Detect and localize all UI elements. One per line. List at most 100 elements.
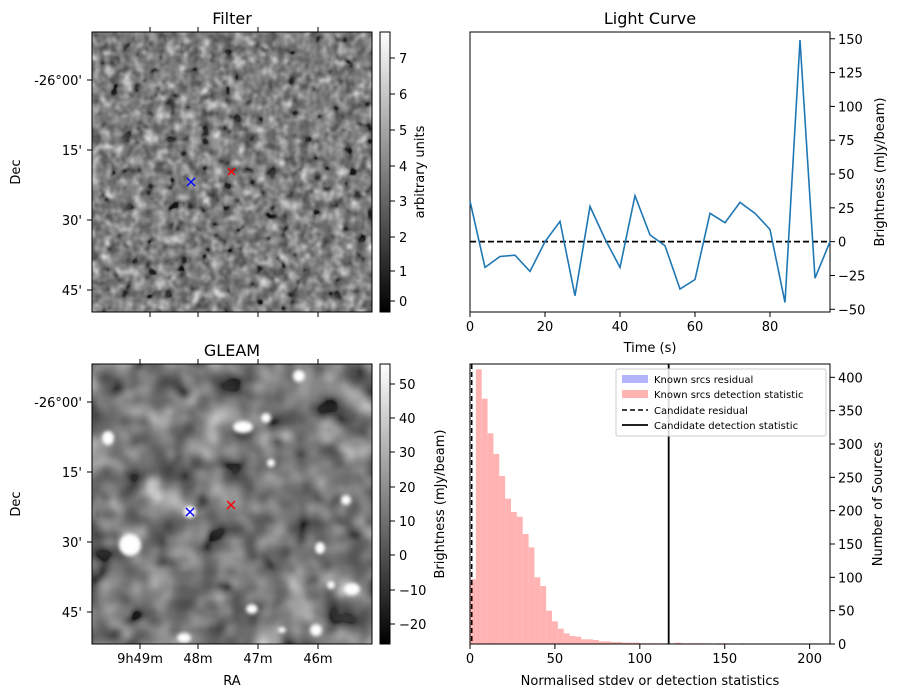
- histogram-bar: [593, 640, 599, 644]
- lightcurve-ytick: 125: [838, 67, 863, 82]
- filter-ytick: -26°00': [34, 74, 82, 89]
- legend-label: Known srcs residual: [654, 375, 753, 386]
- filter-ylabel: Dec: [9, 159, 24, 184]
- lightcurve-ytick: 25: [838, 202, 855, 217]
- gleam-xlabel: RA: [223, 674, 241, 689]
- histogram-ytick: 100: [838, 571, 863, 586]
- filter-cb-tick: 3: [399, 195, 407, 210]
- lightcurve-panel: Light Curve 0 20 40 60 80 −50 −25 0 25 50 75 100 12…: [466, 9, 888, 356]
- histogram-bar: [604, 641, 611, 644]
- lightcurve-ylabel: Brightness (mJy/beam): [873, 98, 888, 247]
- histogram-ytick: 200: [838, 505, 863, 520]
- histogram-ytick: 150: [838, 538, 863, 553]
- histogram-ytick: 400: [838, 371, 863, 386]
- lightcurve-xlabel: Time (s): [623, 341, 677, 356]
- filter-cb-label: arbitrary units: [413, 125, 428, 218]
- lightcurve-xtick: 60: [687, 320, 704, 335]
- gleam-cb-tick: −10: [399, 584, 426, 599]
- lightcurve-frame: [469, 31, 831, 313]
- lightcurve-ytick: 50: [838, 168, 855, 183]
- legend-label: Known srcs detection statistic: [654, 390, 803, 401]
- histogram-bar: [622, 642, 629, 644]
- gleam-cb-tick: 30: [399, 446, 416, 461]
- histogram-bar: [475, 369, 482, 644]
- lightcurve-title: Light Curve: [604, 9, 696, 28]
- gleam-marker-red: [226, 500, 236, 510]
- gleam-cb-tick: 40: [399, 412, 416, 427]
- histogram-bar: [516, 516, 523, 644]
- filter-cb-tick: 4: [399, 160, 407, 175]
- gleam-panel: GLEAM: [9, 341, 426, 689]
- histogram-bar: [499, 476, 506, 644]
- histogram-bar: [628, 642, 635, 644]
- filter-top-ticks: [149, 27, 319, 317]
- gleam-xaxis: 9h49m 48m 47m 46m: [117, 359, 333, 667]
- lightcurve-xtick: 40: [612, 320, 629, 335]
- histogram-bar: [493, 454, 500, 644]
- histogram-bar: [616, 642, 623, 644]
- histogram-bar: [522, 534, 529, 644]
- lightcurve-ytick: −50: [838, 303, 865, 318]
- filter-panel: Filter -26°00' 15' 30' 45' Dec: [9, 9, 428, 317]
- histogram-yaxis: 0 50 100 150 200 250 300 350 400: [830, 371, 863, 653]
- histogram-bar: [470, 579, 476, 644]
- filter-cb-tick: 6: [399, 88, 407, 103]
- histogram-bar: [675, 642, 681, 644]
- gleam-ytick: -26°00': [34, 396, 82, 411]
- histogram-bar: [546, 610, 553, 644]
- histogram-bar: [505, 498, 512, 644]
- histogram-bar: [575, 636, 582, 644]
- gleam-colorbar: −20 −10 0 10 20 30 40 50: [379, 363, 426, 645]
- gleam-cb-tick: −20: [399, 618, 426, 633]
- histogram-bar: [587, 639, 594, 644]
- gleam-ytick: 15': [62, 466, 82, 481]
- gleam-xtick: 48m: [183, 652, 212, 667]
- legend-label: Candidate detection statistic: [654, 421, 798, 432]
- filter-ytick: 15': [62, 144, 82, 159]
- gleam-sources: [102, 370, 360, 643]
- histogram-bar: [569, 636, 576, 644]
- filter-cb-tick: 7: [399, 52, 407, 67]
- gleam-yaxis: -26°00' 15' 30' 45': [34, 396, 92, 621]
- lightcurve-xaxis: 0 20 40 60 80: [466, 312, 778, 335]
- histogram-panel: 0 50 100 150 200 0 50 100 150 200 250 300 350 400 No…: [433, 363, 886, 689]
- histogram-bar: [528, 547, 535, 644]
- histogram-bar: [534, 577, 541, 644]
- lightcurve-ytick: 100: [838, 100, 863, 115]
- filter-cb-tick: 2: [399, 231, 407, 246]
- filter-ytick: 45': [62, 284, 82, 299]
- legend-swatch: [622, 375, 648, 383]
- filter-cb-tick: 5: [399, 124, 407, 139]
- filter-colorbar: 0 1 2 3 4 5 6 7 arbitrary units: [379, 31, 428, 313]
- lightcurve-series: [469, 40, 831, 303]
- lightcurve-yaxis: −50 −25 0 25 50 75 100 125 150: [830, 33, 865, 318]
- gleam-ytick: 45': [62, 606, 82, 621]
- histogram-bar: [563, 633, 570, 644]
- histogram-xtick: 0: [466, 652, 474, 667]
- gleam-marker-blue: [185, 507, 195, 517]
- filter-frame: [91, 31, 373, 313]
- filter-title: Filter: [212, 9, 252, 28]
- gleam-cb-tick: 0: [399, 549, 407, 564]
- histogram-xlabel: Normalised stdev or detection statistics: [521, 674, 780, 689]
- histogram-ytick: 300: [838, 438, 863, 453]
- histogram-xtick: 150: [712, 652, 737, 667]
- histogram-ylabel: Number of Sources: [871, 442, 886, 567]
- lightcurve-ytick: 150: [838, 33, 863, 48]
- gleam-cb-tick: 50: [399, 378, 416, 393]
- histogram-bar: [610, 642, 617, 644]
- legend-label: Candidate residual: [654, 406, 748, 417]
- lightcurve-ytick: −25: [838, 269, 865, 284]
- gleam-cb-tick: 20: [399, 481, 416, 496]
- lightcurve-xtick: 80: [762, 320, 779, 335]
- lightcurve-xtick: 0: [466, 320, 474, 335]
- legend-swatch: [622, 390, 648, 398]
- lightcurve-ytick: 75: [838, 134, 855, 149]
- histogram-xtick: 100: [627, 652, 652, 667]
- gleam-frame: [91, 363, 373, 645]
- filter-ytick: 30': [62, 214, 82, 229]
- gleam-title: GLEAM: [204, 341, 260, 360]
- lightcurve-ytick: 0: [838, 236, 846, 251]
- histogram-bar: [557, 628, 564, 644]
